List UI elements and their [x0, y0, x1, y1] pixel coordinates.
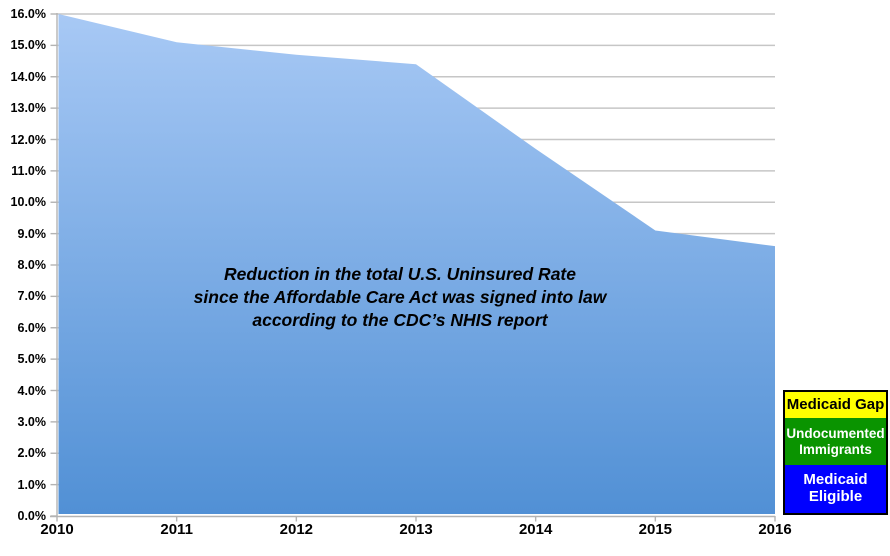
uninsured-rate-area-series	[58, 14, 775, 514]
y-tick-label: 1.0%	[17, 477, 47, 492]
y-tick-label: 8.0%	[17, 258, 47, 272]
y-tick-label: 12.0%	[10, 132, 46, 147]
legend-label-medicaid-eligible: Medicaid Eligible	[803, 471, 868, 505]
annotation-line-2: since the Affordable Care Act was signed…	[193, 287, 607, 307]
y-tick-label: 6.0%	[17, 320, 47, 335]
legend-item-medicaid-eligible: Medicaid Eligible	[785, 465, 886, 513]
chart-annotation: Reduction in the total U.S. Uninsured Ra…	[115, 263, 685, 332]
annotation-line-3: according to the CDC’s NHIS report	[252, 310, 548, 330]
x-tick-label: 2010	[40, 521, 74, 538]
legend-label-undocumented-immigrants: Undocumented Immigrants	[786, 426, 885, 457]
y-tick-label: 5.0%	[17, 352, 47, 367]
y-tick-label: 4.0%	[17, 383, 47, 398]
y-tick-label: 13.0%	[10, 101, 46, 116]
legend-item-medicaid-gap: Medicaid Gap	[785, 392, 886, 418]
y-tick-label: 10.0%	[10, 195, 46, 210]
y-tick-label: 11.0%	[11, 163, 46, 178]
y-tick-label: 15.0%	[10, 38, 46, 53]
legend-label-medicaid-gap: Medicaid Gap	[786, 395, 885, 413]
y-tick-label: 3.0%	[17, 414, 47, 429]
x-tick-label: 2016	[758, 521, 792, 538]
x-tick-label: 2014	[518, 521, 553, 538]
legend-item-undocumented-immigrants: Undocumented Immigrants	[785, 418, 886, 465]
x-tick-label: 2012	[279, 521, 314, 538]
x-tick-label: 2013	[399, 521, 433, 538]
legend: Medicaid Gap Undocumented Immigrants Med…	[783, 390, 888, 515]
y-tick-label: 0.0%	[17, 509, 47, 523]
y-tick-label: 14.0%	[10, 69, 46, 84]
y-tick-label: 9.0%	[17, 226, 47, 241]
y-tick-label: 7.0%	[17, 289, 47, 304]
x-tick-label: 2015	[638, 521, 673, 538]
x-tick-label: 2011	[160, 521, 193, 538]
annotation-line-1: Reduction in the total U.S. Uninsured Ra…	[224, 264, 576, 284]
y-tick-label: 16.0%	[10, 7, 46, 21]
y-tick-label: 2.0%	[17, 446, 47, 461]
